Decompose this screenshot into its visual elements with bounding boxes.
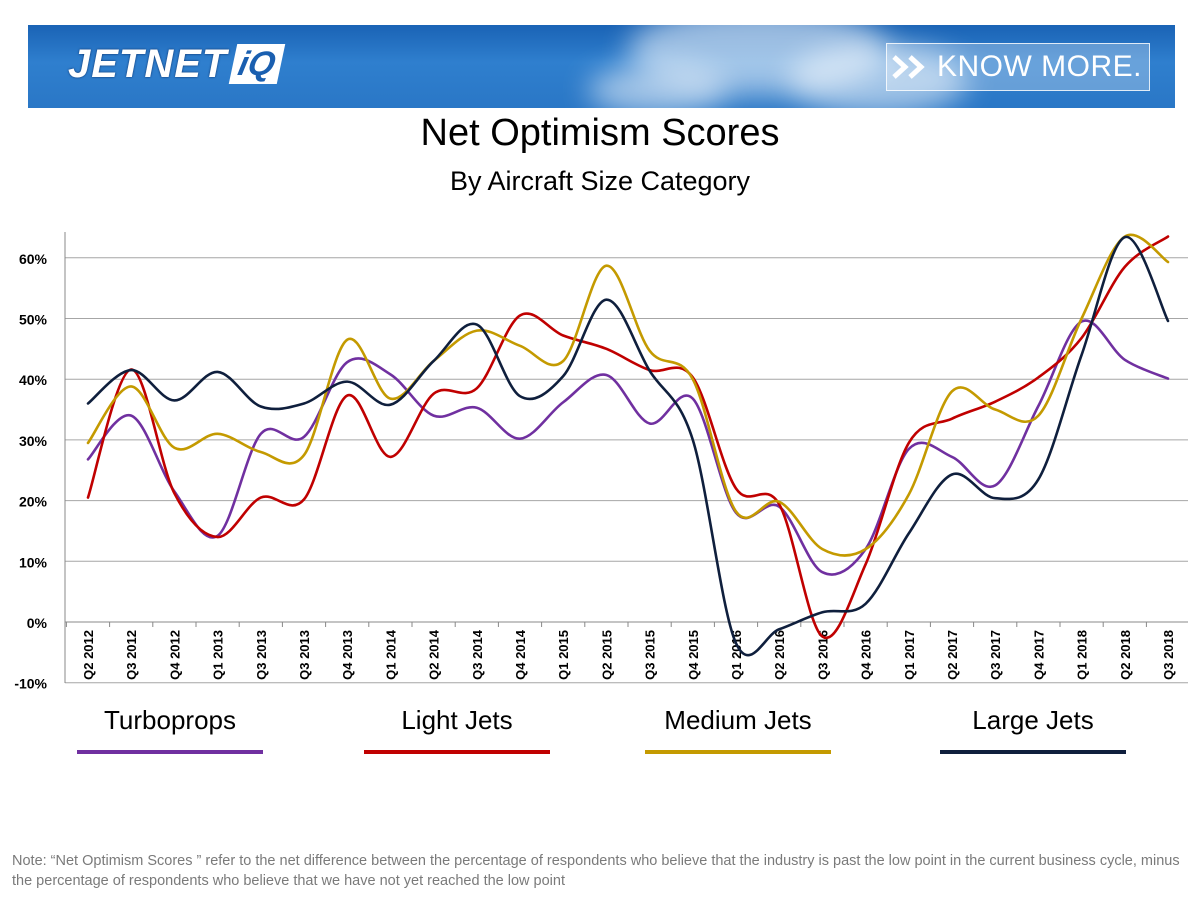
x-tick-label: Q4 2017	[1031, 630, 1046, 680]
x-tick-label: Q1 2016	[729, 630, 744, 680]
x-tick-label: Q4 2014	[513, 629, 528, 680]
x-tick-label: Q3 2014	[470, 629, 485, 680]
x-tick-label: Q1 2018	[1075, 630, 1090, 680]
chart-subtitle: By Aircraft Size Category	[449, 166, 751, 196]
x-tick-label: Q4 2015	[686, 630, 701, 680]
x-tick-label: Q2 2015	[599, 630, 614, 680]
series-turboprops-line	[86, 319, 1170, 576]
chart-title: Net Optimism Scores	[420, 112, 780, 154]
y-tick-label: 0%	[27, 615, 48, 631]
legend-swatch-turboprops	[77, 750, 263, 754]
x-tick-label: Q3 2013	[254, 630, 269, 680]
x-tick-label: Q3 2017	[988, 630, 1003, 680]
x-tick-label: Q1 2017	[902, 630, 917, 680]
x-tick-label: Q3 2015	[643, 630, 658, 680]
x-tick-label: Q4 2012	[167, 630, 182, 680]
know-more-button[interactable]: KNOW MORE.	[886, 43, 1150, 91]
y-tick-label: 50%	[19, 312, 48, 328]
x-tick-label: Q3 2018	[1161, 630, 1176, 680]
y-tick-label: 10%	[19, 554, 48, 570]
logo-text: JETNET	[68, 42, 228, 86]
x-tick-label: Q2 2014	[427, 629, 442, 680]
y-tick-label: 60%	[19, 251, 48, 267]
x-tick-label: Q3 2012	[124, 630, 139, 680]
series-medium-jets-line	[86, 233, 1170, 557]
legend-label-medium-jets: Medium Jets	[664, 705, 812, 735]
x-tick-label: Q3 2013	[297, 630, 312, 680]
legend-swatch-light-jets	[364, 750, 550, 754]
x-tick-label: Q2 2017	[945, 630, 960, 680]
x-tick-label: Q1 2015	[556, 630, 571, 680]
series-large-jets-line	[86, 235, 1170, 657]
legend-label-turboprops: Turboprops	[104, 705, 236, 735]
legend-label-large-jets: Large Jets	[972, 705, 1094, 735]
x-tick-label: Q4 2013	[340, 630, 355, 680]
legend-swatch-large-jets	[940, 750, 1126, 754]
x-tick-label: Q4 2016	[859, 630, 874, 680]
header-banner: JETNET iQ KNOW MORE.	[28, 25, 1175, 108]
y-tick-label: 20%	[19, 494, 48, 510]
legend-swatch-medium-jets	[645, 750, 831, 754]
series-light-jets-line	[86, 235, 1170, 640]
x-tick-label: Q1 2014	[383, 629, 398, 680]
x-tick-label: Q1 2013	[211, 630, 226, 680]
legend-large-jets: Large Jets	[938, 705, 1128, 754]
legend-light-jets: Light Jets	[362, 705, 552, 754]
jetnet-iq-logo[interactable]: JETNET iQ	[68, 41, 286, 87]
legend-label-light-jets: Light Jets	[401, 705, 513, 735]
x-tick-label: Q2 2016	[772, 630, 787, 680]
x-tick-label: Q2 2012	[81, 630, 96, 680]
x-tick-label: Q3 2016	[815, 630, 830, 680]
legend-turboprops: Turboprops	[75, 705, 265, 754]
double-chevron-right-icon	[887, 44, 937, 90]
y-tick-label: 30%	[19, 433, 48, 449]
y-tick-label: 40%	[19, 372, 48, 388]
know-more-label: KNOW MORE.	[937, 50, 1142, 83]
x-tick-label: Q2 2018	[1118, 630, 1133, 680]
legend-medium-jets: Medium Jets	[643, 705, 833, 754]
y-tick-label: -10%	[14, 676, 47, 692]
footnote: Note: “Net Optimism Scores ” refer to th…	[12, 853, 1180, 889]
